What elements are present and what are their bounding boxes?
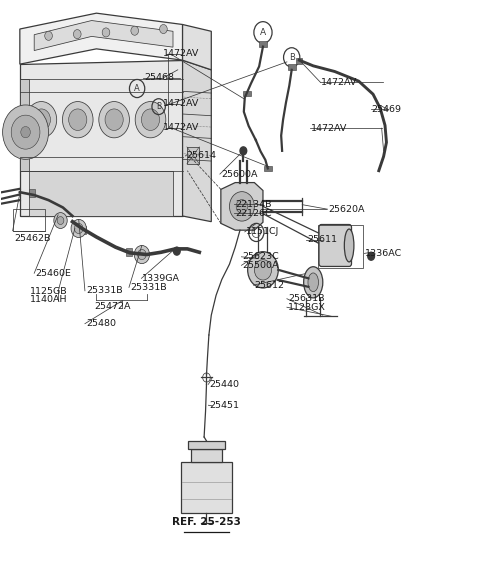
Circle shape (57, 216, 64, 224)
Text: 25462B: 25462B (14, 233, 50, 243)
Text: 25331B: 25331B (86, 286, 122, 295)
Polygon shape (20, 79, 29, 170)
Circle shape (71, 219, 86, 237)
Bar (80, 226, 86, 234)
Polygon shape (182, 60, 211, 222)
Text: 1472AV: 1472AV (163, 49, 199, 59)
Text: 25480: 25480 (86, 319, 116, 328)
Circle shape (2, 105, 48, 160)
Circle shape (173, 247, 180, 255)
Polygon shape (20, 13, 182, 64)
Text: 25631B: 25631B (288, 294, 324, 303)
Bar (297, 59, 302, 64)
Circle shape (32, 109, 50, 131)
Text: 25460E: 25460E (35, 269, 71, 278)
FancyBboxPatch shape (319, 224, 351, 266)
Bar (126, 248, 132, 256)
Text: 1472AV: 1472AV (322, 78, 358, 87)
Bar (264, 166, 272, 171)
Text: 25611: 25611 (307, 235, 337, 244)
Text: 25440: 25440 (209, 380, 240, 389)
Text: 25469: 25469 (372, 105, 402, 114)
Circle shape (368, 252, 374, 260)
Circle shape (73, 30, 81, 39)
Circle shape (240, 147, 247, 155)
Text: 1339GA: 1339GA (143, 274, 180, 283)
Circle shape (21, 127, 30, 138)
Circle shape (45, 31, 52, 40)
Text: 1336AC: 1336AC (365, 249, 403, 258)
Circle shape (138, 249, 146, 260)
Text: 1151CJ: 1151CJ (246, 227, 279, 236)
Bar (259, 41, 267, 47)
Bar (188, 441, 225, 449)
Text: 25451: 25451 (209, 401, 240, 410)
Text: 25468: 25468 (144, 73, 174, 82)
Polygon shape (221, 182, 263, 230)
Text: 1123GX: 1123GX (288, 303, 326, 312)
Bar (191, 449, 222, 462)
Text: A: A (134, 84, 140, 93)
Circle shape (74, 223, 83, 233)
Circle shape (229, 191, 254, 221)
Text: 25614: 25614 (186, 152, 216, 160)
Circle shape (236, 199, 248, 213)
Circle shape (69, 109, 87, 131)
Text: 25500A: 25500A (242, 261, 279, 270)
Bar (29, 189, 35, 197)
Ellipse shape (344, 229, 354, 262)
Circle shape (142, 109, 159, 131)
Bar (12, 209, 45, 231)
Circle shape (99, 102, 130, 138)
Text: 1472AV: 1472AV (163, 123, 199, 132)
Ellipse shape (304, 267, 323, 298)
Text: 22126C: 22126C (235, 208, 272, 218)
Circle shape (54, 212, 67, 228)
Circle shape (131, 26, 139, 35)
Text: 25472A: 25472A (95, 302, 131, 311)
Text: B: B (156, 102, 161, 111)
Text: 1472AV: 1472AV (311, 124, 347, 133)
Polygon shape (182, 24, 211, 70)
Circle shape (11, 115, 40, 149)
Text: 25620A: 25620A (328, 204, 365, 214)
Text: A: A (260, 28, 266, 37)
Text: 25623C: 25623C (242, 252, 279, 261)
Text: 1140AH: 1140AH (30, 295, 68, 304)
Bar (187, 147, 199, 164)
Text: 25600A: 25600A (221, 170, 257, 178)
Circle shape (135, 102, 166, 138)
Circle shape (134, 245, 150, 264)
Text: 22134B: 22134B (235, 199, 272, 208)
Circle shape (102, 28, 110, 37)
Bar (319, 225, 362, 268)
Circle shape (159, 24, 167, 34)
Bar (180, 462, 232, 513)
Ellipse shape (308, 273, 319, 291)
Text: 1125GB: 1125GB (30, 287, 68, 296)
Polygon shape (34, 20, 173, 51)
Bar (288, 64, 296, 70)
Text: 25612: 25612 (254, 281, 284, 290)
Text: 1472AV: 1472AV (163, 99, 199, 108)
Text: 25331B: 25331B (130, 283, 167, 292)
Circle shape (105, 109, 123, 131)
Polygon shape (20, 60, 182, 216)
Circle shape (248, 252, 278, 288)
Circle shape (26, 102, 57, 138)
Circle shape (62, 102, 93, 138)
Bar (243, 91, 251, 97)
Text: B: B (289, 53, 295, 62)
Text: REF. 25-253: REF. 25-253 (172, 517, 241, 527)
Polygon shape (29, 170, 173, 216)
Circle shape (254, 260, 272, 280)
